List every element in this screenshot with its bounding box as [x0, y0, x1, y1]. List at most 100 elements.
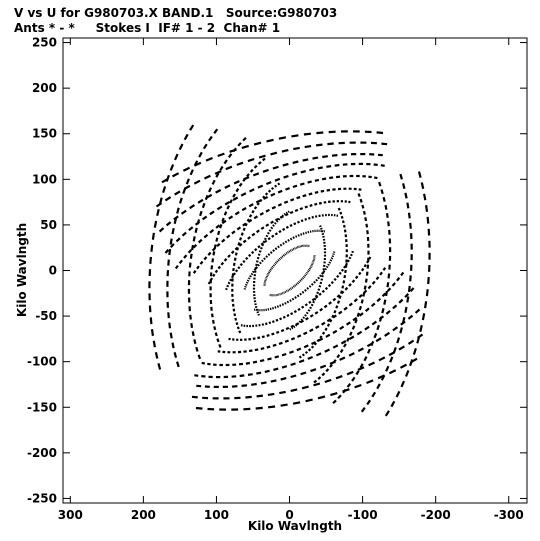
uv-point — [242, 137, 247, 142]
uv-point — [207, 251, 212, 256]
uv-point — [270, 267, 273, 270]
uv-point — [255, 229, 260, 234]
uv-point — [255, 406, 263, 410]
uv-point — [423, 193, 427, 201]
uv-point — [175, 237, 181, 243]
uv-point — [424, 301, 428, 309]
uv-point — [211, 179, 216, 185]
uv-point — [231, 230, 236, 235]
uv-point — [291, 286, 294, 289]
uv-point — [293, 310, 297, 314]
uv-point — [224, 184, 231, 189]
uv-point — [216, 242, 221, 248]
uv-point — [379, 271, 383, 276]
uv-point — [178, 197, 183, 204]
uv-point — [287, 239, 290, 242]
uv-point — [376, 383, 381, 390]
uv-point — [189, 253, 193, 259]
uv-point — [371, 391, 377, 398]
uv-point — [319, 364, 327, 369]
uv-point — [276, 305, 280, 308]
uv-point — [352, 316, 358, 322]
uv-point — [277, 182, 281, 186]
uv-point — [265, 223, 270, 227]
uv-point — [230, 250, 235, 255]
uv-point — [281, 214, 285, 217]
uv-point — [346, 370, 354, 376]
uv-point — [274, 261, 278, 264]
uv-point — [290, 324, 295, 328]
uv-point — [259, 212, 264, 216]
uv-point — [265, 255, 269, 258]
uv-point — [197, 238, 203, 244]
uv-point — [309, 314, 314, 318]
uv-point — [284, 302, 287, 305]
uv-point — [335, 305, 339, 309]
uv-point — [279, 243, 283, 247]
x-tick-label: -200 — [421, 508, 451, 522]
uv-point — [404, 370, 410, 377]
uv-point — [150, 329, 154, 336]
uv-point — [253, 206, 258, 210]
uv-point — [307, 269, 311, 271]
uv-point — [274, 247, 278, 251]
uv-point — [302, 232, 305, 235]
uv-point — [310, 282, 314, 286]
uv-point — [234, 211, 240, 216]
uv-point — [165, 221, 172, 227]
uv-point — [211, 313, 214, 318]
uv-point — [399, 173, 403, 180]
uv-point — [151, 232, 155, 240]
uv-point — [320, 189, 325, 193]
uv-point — [273, 367, 279, 371]
uv-point — [299, 279, 302, 282]
uv-point — [329, 259, 333, 262]
uv-point — [263, 196, 269, 200]
uv-point — [300, 318, 304, 322]
uv-point — [259, 198, 263, 203]
uv-point — [371, 320, 378, 326]
uv-point — [280, 403, 288, 407]
uv-point — [358, 293, 363, 299]
uv-point — [303, 331, 308, 336]
uv-point — [304, 303, 308, 307]
uv-point — [330, 392, 338, 397]
uv-point — [321, 321, 326, 326]
uv-point — [265, 208, 270, 213]
uv-point — [357, 347, 364, 352]
uv-point — [275, 217, 279, 222]
uv-point — [246, 218, 250, 222]
uv-point — [284, 339, 289, 343]
uv-point — [209, 210, 215, 216]
uv-point — [400, 271, 405, 277]
uv-point — [215, 224, 221, 229]
uv-point — [327, 263, 330, 266]
uv-point — [274, 306, 277, 309]
uv-point — [247, 253, 252, 258]
uv-point — [306, 287, 310, 290]
uv-point — [279, 317, 283, 321]
uv-point — [266, 138, 274, 143]
uv-point — [311, 341, 317, 345]
uv-point — [289, 224, 293, 227]
uv-point — [279, 216, 283, 219]
y-tick-label: 50 — [40, 218, 57, 232]
uv-point — [282, 315, 286, 319]
uv-point — [317, 288, 321, 291]
uv-point — [331, 154, 338, 157]
uv-point — [302, 316, 306, 320]
uv-point — [317, 166, 323, 170]
uv-point — [260, 226, 265, 230]
y-tick-label: -200 — [27, 446, 57, 460]
uv-point — [316, 338, 320, 343]
uv-point — [341, 220, 345, 224]
uv-point — [337, 394, 342, 399]
uv-point — [284, 213, 289, 217]
uv-point — [384, 204, 388, 210]
uv-point — [244, 283, 248, 286]
uv-point — [297, 307, 301, 312]
uv-point — [268, 270, 272, 272]
uv-point — [261, 243, 265, 247]
uv-point — [343, 224, 346, 228]
uv-point — [264, 369, 270, 373]
